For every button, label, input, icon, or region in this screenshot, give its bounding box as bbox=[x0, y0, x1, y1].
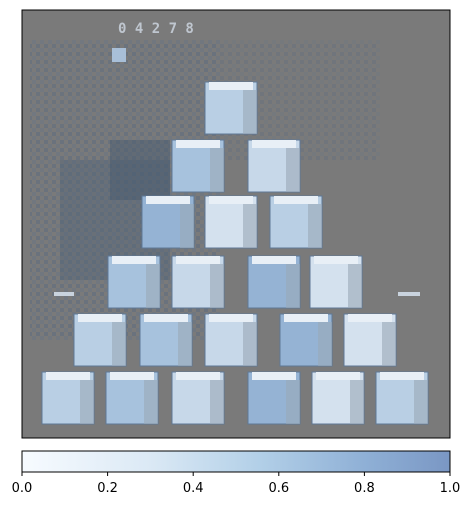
colorbar-tick-label: 0.4 bbox=[183, 481, 204, 496]
colorbar-tick-label: 0.2 bbox=[97, 481, 118, 496]
cube bbox=[375, 371, 429, 425]
colorbar-tick-label: 1.0 bbox=[440, 481, 461, 496]
cube bbox=[309, 255, 363, 309]
cube bbox=[343, 313, 397, 367]
cube bbox=[171, 371, 225, 425]
cube bbox=[41, 371, 95, 425]
cube bbox=[247, 371, 301, 425]
colorbar-gradient bbox=[21, 450, 451, 473]
colorbar: 0.0 0.2 0.4 0.6 0.8 1.0 bbox=[12, 450, 461, 496]
cube bbox=[247, 139, 301, 193]
score-text: 0 4 2 7 8 bbox=[118, 21, 194, 37]
cube bbox=[171, 139, 225, 193]
left-dash bbox=[54, 292, 74, 296]
cube bbox=[311, 371, 365, 425]
colorbar-tick-label: 0.0 bbox=[12, 481, 33, 496]
cube bbox=[73, 313, 127, 367]
player-marker bbox=[112, 48, 126, 62]
cube bbox=[204, 313, 258, 367]
cube bbox=[139, 313, 193, 367]
cube bbox=[279, 313, 333, 367]
cube bbox=[247, 255, 301, 309]
cube bbox=[107, 255, 161, 309]
cube bbox=[141, 195, 195, 249]
cube bbox=[204, 81, 258, 135]
heatmap-image: 0 4 2 7 8 bbox=[21, 9, 451, 439]
cube bbox=[105, 371, 159, 425]
cube bbox=[269, 195, 323, 249]
cube bbox=[204, 195, 258, 249]
colorbar-tick-label: 0.6 bbox=[268, 481, 289, 496]
cube bbox=[171, 255, 225, 309]
right-dash bbox=[398, 292, 420, 296]
colorbar-tick-label: 0.8 bbox=[354, 481, 375, 496]
cube-pyramid bbox=[41, 81, 429, 425]
